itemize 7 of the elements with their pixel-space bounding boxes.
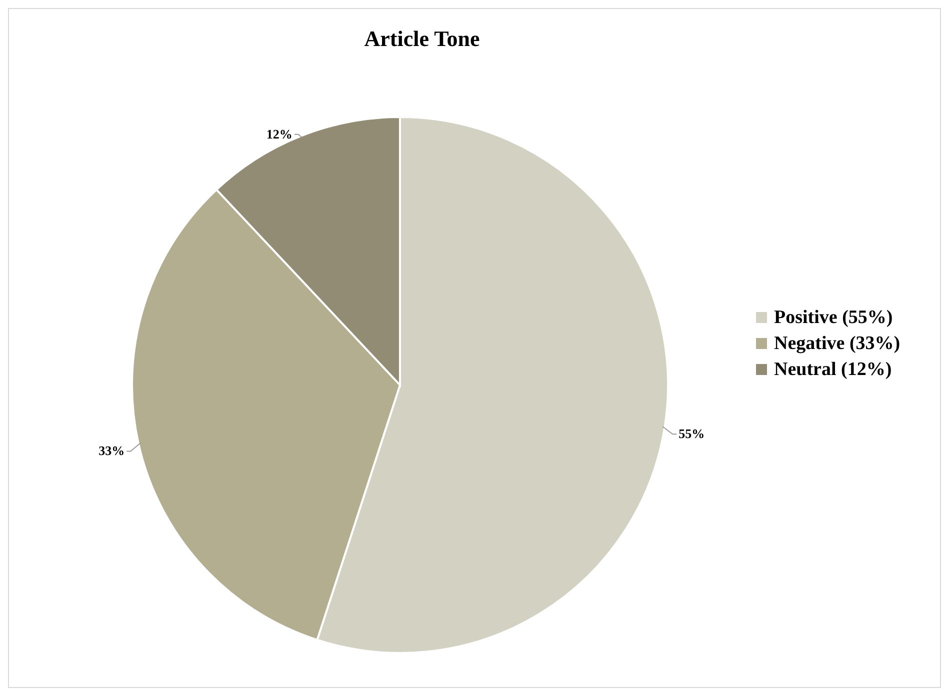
data-label: 12% [266,126,292,142]
legend-label: Negative (33%) [774,333,900,354]
data-label: 55% [678,426,705,442]
data-label: 33% [98,443,125,458]
chart-title: Article Tone [364,26,480,51]
legend-label: Positive (55%) [774,307,893,328]
legend-label: Neutral (12%) [774,359,892,380]
